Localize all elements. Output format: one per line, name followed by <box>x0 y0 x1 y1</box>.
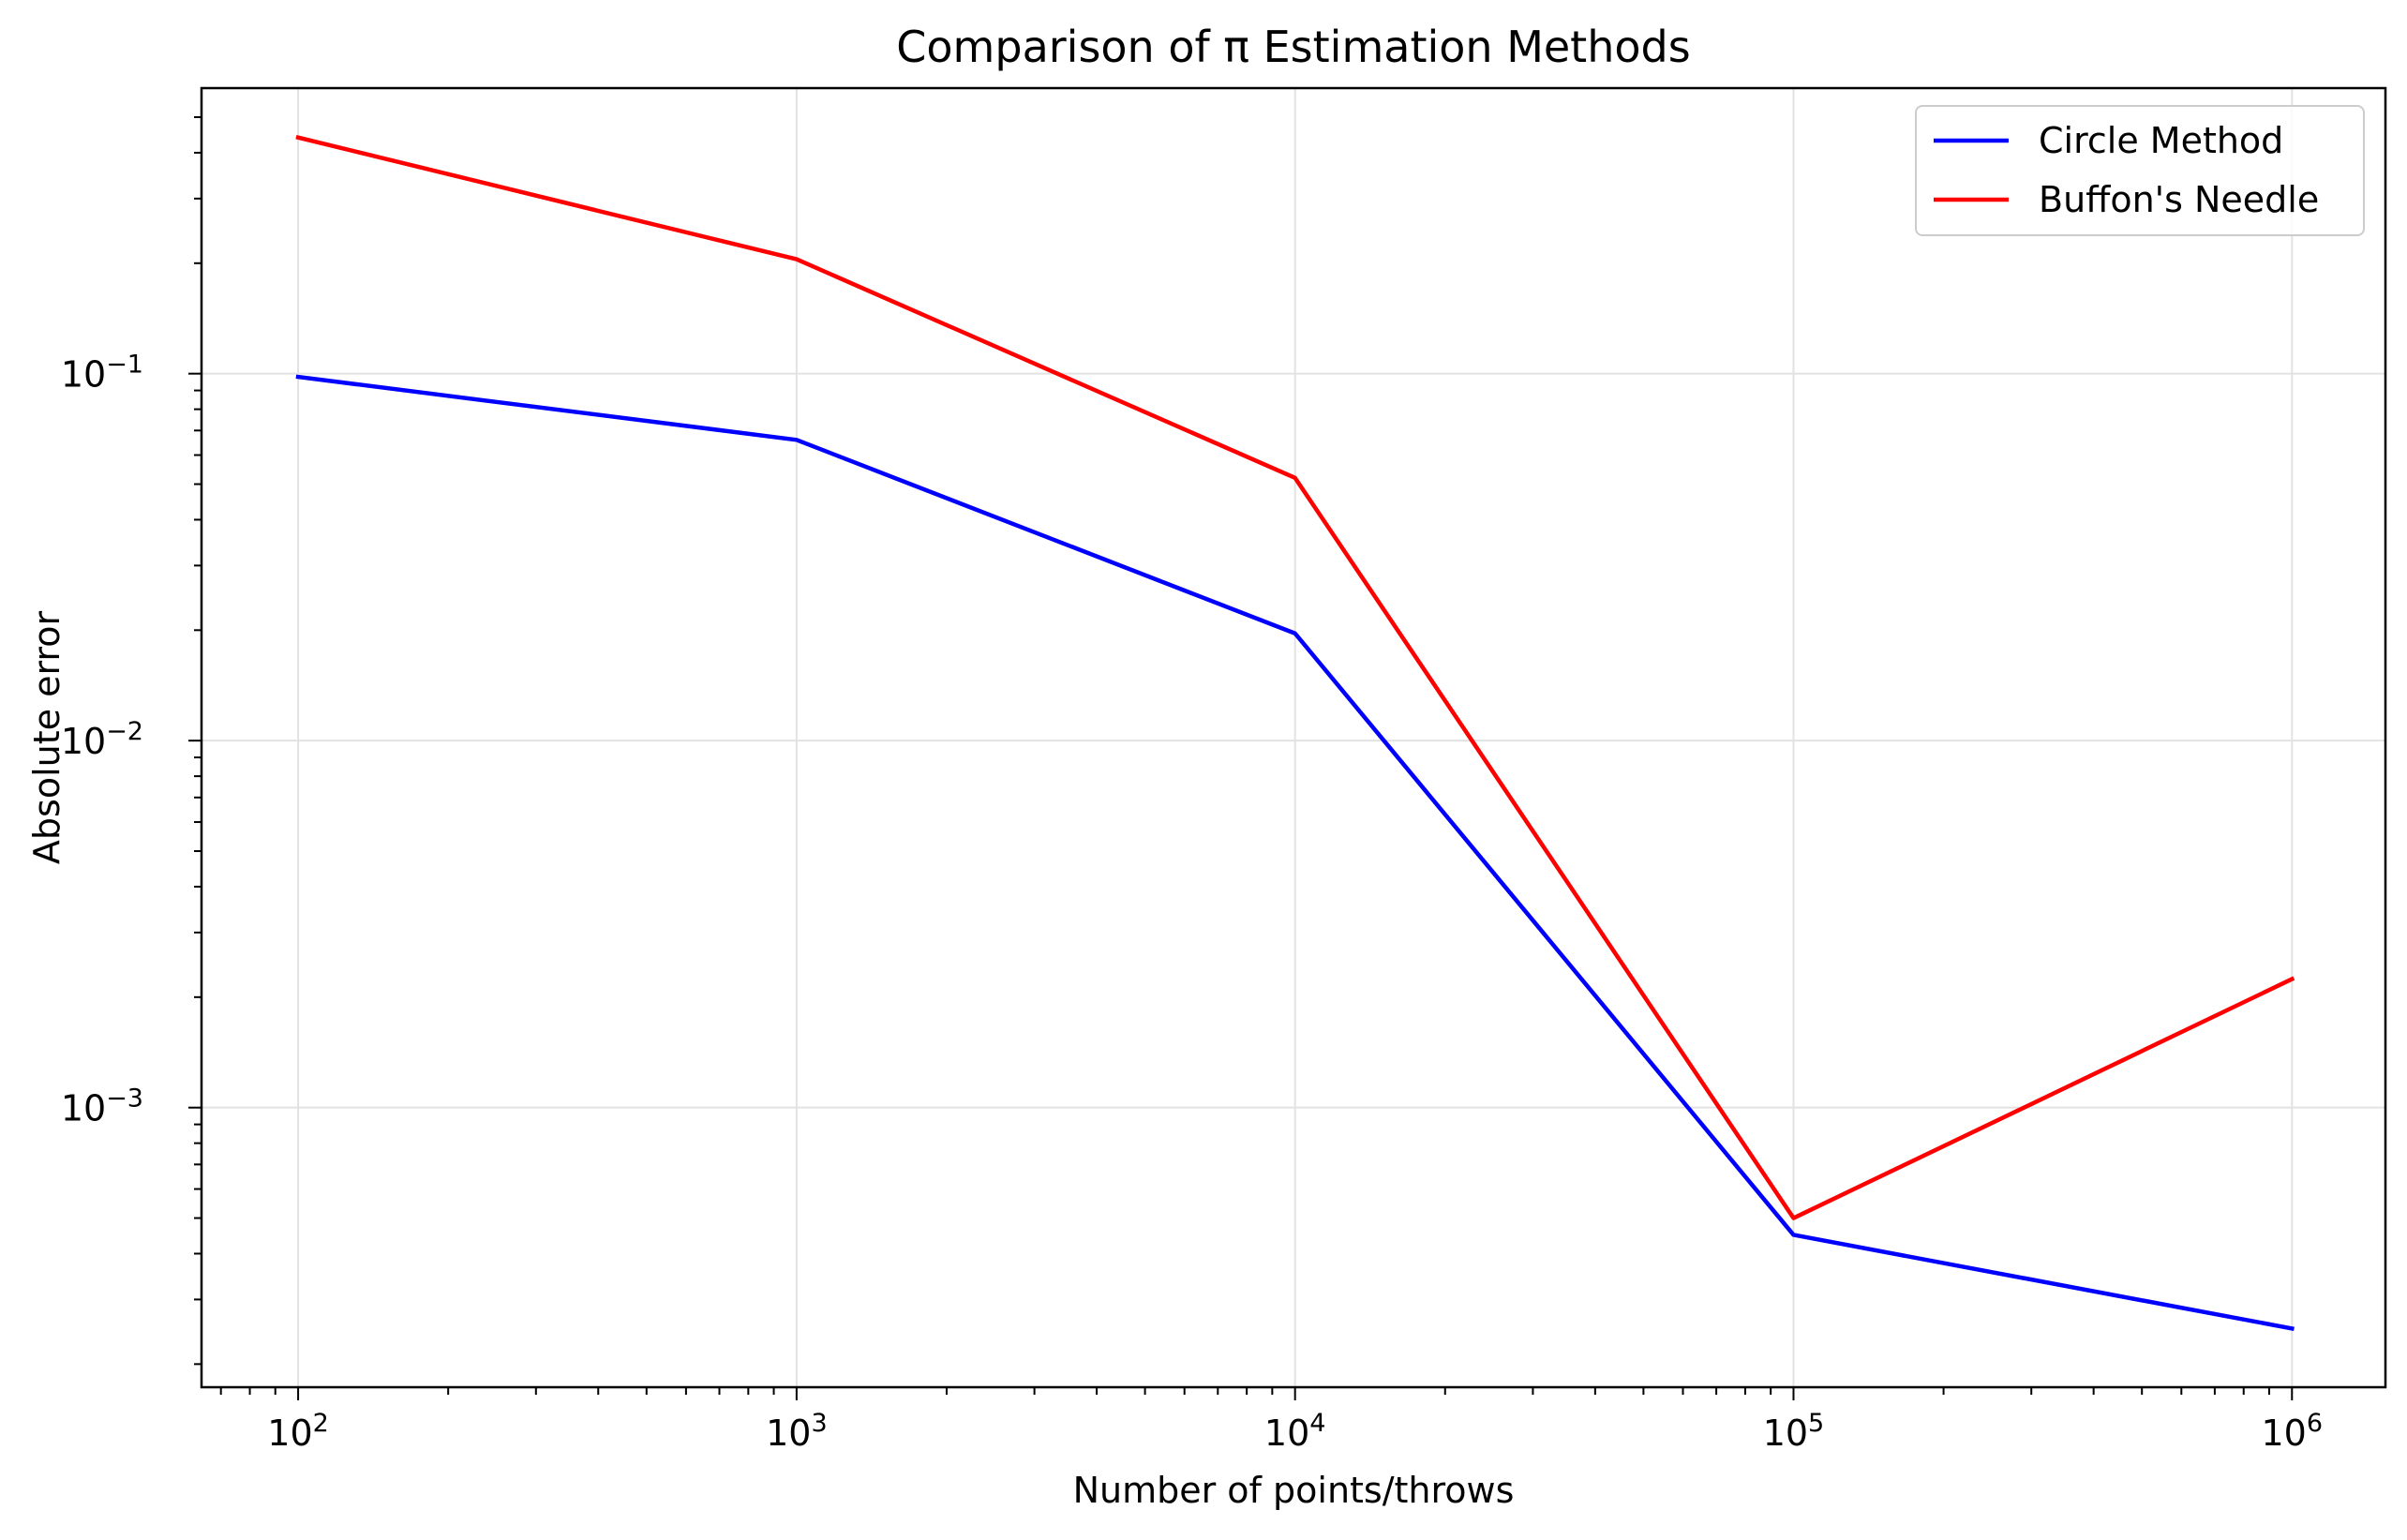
series-line-buffons-needle <box>295 135 2295 1220</box>
x-tick-label: 103 <box>766 1409 828 1454</box>
x-tick-base: 10 <box>766 1413 811 1454</box>
y-tick-exponent: −2 <box>106 717 143 746</box>
series-lines <box>295 135 2295 1332</box>
y-tick-base: 10 <box>61 721 106 762</box>
x-tick-label: 106 <box>2262 1409 2324 1454</box>
y-tick-label: 10−1 <box>61 351 143 396</box>
chart-title: Comparison of π Estimation Methods <box>896 22 1690 72</box>
x-tick-exponent: 2 <box>313 1409 329 1438</box>
series-line-circle-method <box>295 374 2295 1332</box>
x-axis-label: Number of points/throws <box>1073 1470 1515 1511</box>
x-tick-exponent: 6 <box>2307 1409 2323 1438</box>
legend-label: Buffon's Needle <box>2039 179 2319 220</box>
x-tick-label: 104 <box>1264 1409 1326 1454</box>
legend-box <box>1915 105 2365 236</box>
grid <box>202 88 2385 1387</box>
x-tick-exponent: 3 <box>811 1409 827 1438</box>
x-tick-base: 10 <box>2262 1413 2307 1454</box>
y-tick-label: 10−3 <box>61 1084 143 1129</box>
legend-label: Circle Method <box>2039 120 2283 161</box>
x-tick-label: 102 <box>267 1409 329 1454</box>
y-tick-label: 10−2 <box>61 717 143 762</box>
y-tick-exponent: −1 <box>106 351 143 380</box>
x-tick-base: 10 <box>1763 1413 1808 1454</box>
x-tick-label: 105 <box>1763 1409 1825 1454</box>
x-tick-exponent: 5 <box>1808 1409 1824 1438</box>
x-tick-exponent: 4 <box>1309 1409 1325 1438</box>
plot-area-frame <box>200 86 2387 1389</box>
legend: Circle Method Buffon's Needle <box>1915 105 2365 236</box>
y-tick-base: 10 <box>61 354 106 396</box>
y-tick-exponent: −3 <box>106 1084 143 1114</box>
y-axis-label: Absolute error <box>26 611 67 865</box>
x-tick-base: 10 <box>267 1413 312 1454</box>
y-tick-base: 10 <box>61 1088 106 1129</box>
x-tick-base: 10 <box>1264 1413 1309 1454</box>
